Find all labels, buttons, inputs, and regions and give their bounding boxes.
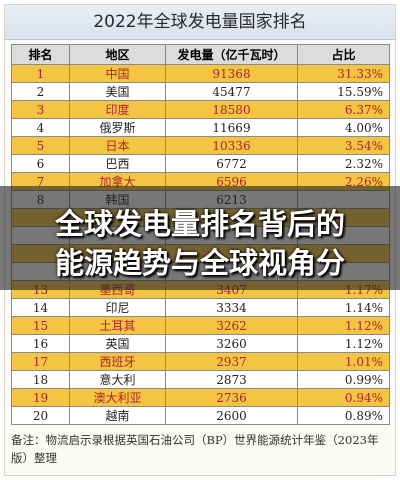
table-row: 5 日本 10336 3.54% bbox=[11, 136, 390, 155]
cell-rank: 17 bbox=[11, 352, 70, 371]
cell-output: 2736 bbox=[165, 388, 298, 407]
cell-share: 15.59% bbox=[297, 82, 390, 101]
cell-rank: 4 bbox=[11, 118, 70, 137]
cell-output: 3334 bbox=[165, 298, 298, 317]
cell-region: 巴西 bbox=[69, 154, 166, 173]
table-title: 2022年全球发电量国家排名 bbox=[5, 5, 395, 40]
cell-share: 1.12% bbox=[297, 334, 390, 353]
cell-rank: 1 bbox=[11, 64, 70, 83]
table-row: 17 西班牙 2937 1.01% bbox=[11, 352, 390, 371]
cell-region: 俄罗斯 bbox=[69, 118, 166, 137]
headline-overlay bbox=[0, 186, 400, 290]
cell-share: 3.54% bbox=[297, 136, 390, 155]
cell-share: 1.01% bbox=[297, 352, 390, 371]
cell-rank: 18 bbox=[11, 370, 70, 389]
cell-output: 6772 bbox=[165, 154, 298, 173]
cell-output: 3260 bbox=[165, 334, 298, 353]
cell-output: 3262 bbox=[165, 316, 298, 335]
table-row: 14 印尼 3334 1.14% bbox=[11, 298, 390, 317]
table-row: 16 英国 3260 1.12% bbox=[11, 334, 390, 353]
table-row: 3 印度 18580 6.37% bbox=[11, 100, 390, 119]
cell-rank: 15 bbox=[11, 316, 70, 335]
cell-rank: 6 bbox=[11, 154, 70, 173]
cell-region: 印尼 bbox=[69, 298, 166, 317]
cell-share: 0.99% bbox=[297, 370, 390, 389]
cell-rank: 5 bbox=[11, 136, 70, 155]
cell-rank: 16 bbox=[11, 334, 70, 353]
headline-line-1: 全球发电量排名背后的 bbox=[54, 207, 345, 241]
cell-share: 1.14% bbox=[297, 298, 390, 317]
cell-region: 印度 bbox=[69, 100, 166, 119]
source-note: 备注：物流启示录根据英国石油公司（BP）世界能源统计年鉴（2023年版）整理 bbox=[11, 433, 379, 465]
cell-share: 4.00% bbox=[297, 118, 390, 137]
cell-output: 45477 bbox=[165, 82, 298, 101]
table-row: 1 中国 91368 31.33% bbox=[11, 64, 390, 83]
cell-output: 2937 bbox=[165, 352, 298, 371]
cell-region: 越南 bbox=[69, 406, 166, 425]
cell-rank: 2 bbox=[11, 82, 70, 101]
cell-region: 意大利 bbox=[69, 370, 166, 389]
cell-rank: 3 bbox=[11, 100, 70, 119]
table-row: 18 意大利 2873 0.99% bbox=[11, 370, 390, 389]
table-row: 6 巴西 6772 2.32% bbox=[11, 154, 390, 173]
cell-output: 11669 bbox=[165, 118, 298, 137]
cell-output: 91368 bbox=[165, 64, 298, 83]
cell-share: 2.32% bbox=[297, 154, 390, 173]
cell-output: 2873 bbox=[165, 370, 298, 389]
cell-share: 1.12% bbox=[297, 316, 390, 335]
cell-region: 澳大利亚 bbox=[69, 388, 166, 407]
cell-region: 西班牙 bbox=[69, 352, 166, 371]
cell-share: 0.94% bbox=[297, 388, 390, 407]
cell-region: 英国 bbox=[69, 334, 166, 353]
cell-rank: 19 bbox=[11, 388, 70, 407]
header-rank: 排名 bbox=[11, 44, 70, 65]
cell-rank: 14 bbox=[11, 298, 70, 317]
table-header-row: 排名 地区 发电量（亿千瓦时） 占比 bbox=[11, 44, 390, 65]
header-share: 占比 bbox=[297, 44, 390, 65]
cell-share: 6.37% bbox=[297, 100, 390, 119]
cell-region: 中国 bbox=[69, 64, 166, 83]
cell-region: 土耳其 bbox=[69, 316, 166, 335]
table-row: 15 土耳其 3262 1.12% bbox=[11, 316, 390, 335]
cell-share: 0.89% bbox=[297, 406, 390, 425]
table-row: 2 美国 45477 15.59% bbox=[11, 82, 390, 101]
cell-share: 31.33% bbox=[297, 64, 390, 83]
cell-rank: 20 bbox=[11, 406, 70, 425]
table-row: 4 俄罗斯 11669 4.00% bbox=[11, 118, 390, 137]
header-output: 发电量（亿千瓦时） bbox=[165, 44, 298, 65]
table-row: 19 澳大利亚 2736 0.94% bbox=[11, 388, 390, 407]
cell-region: 日本 bbox=[69, 136, 166, 155]
cell-output: 2600 bbox=[165, 406, 298, 425]
headline-line-2: 能源趋势与全球视角分 bbox=[54, 246, 345, 280]
cell-region: 美国 bbox=[69, 82, 166, 101]
header-region: 地区 bbox=[69, 44, 166, 65]
cell-output: 10336 bbox=[165, 136, 298, 155]
cell-output: 18580 bbox=[165, 100, 298, 119]
table-row: 20 越南 2600 0.89% bbox=[11, 406, 390, 425]
